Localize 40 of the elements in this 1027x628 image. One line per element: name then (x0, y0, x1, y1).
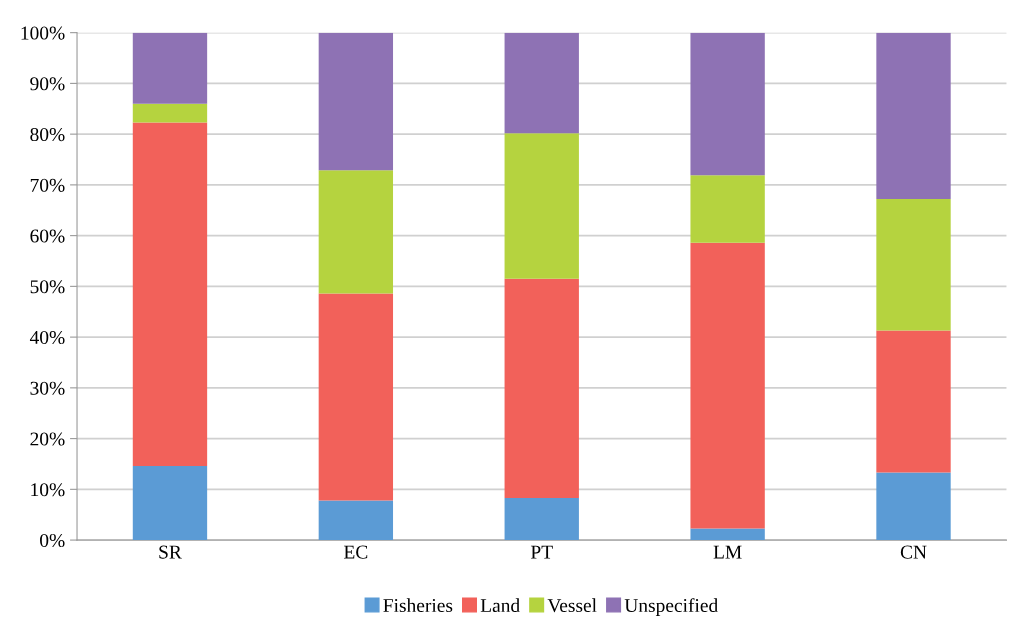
legend-label: Land (480, 598, 520, 613)
y-tick-label: 20% (30, 432, 65, 446)
y-tick-label: 60% (30, 229, 65, 243)
bar (504, 32, 579, 134)
bar (318, 32, 394, 171)
y-tick-label: 90% (30, 77, 65, 91)
bar (690, 528, 765, 541)
x-tick-label: LM (713, 545, 742, 559)
bar (318, 500, 394, 541)
x-tick-label: PT (530, 545, 553, 559)
y-tick-label: 50% (30, 280, 65, 294)
legend-label: Vessel (547, 598, 597, 613)
bar (132, 32, 208, 104)
bar (690, 175, 765, 243)
y-tick-label: 10% (31, 483, 65, 497)
bar (318, 170, 394, 294)
legend-label: Unspecified (624, 598, 718, 617)
y-tick-label: 80% (30, 127, 65, 142)
bar (132, 122, 208, 466)
y-tick-label: 70% (30, 178, 65, 192)
bar (504, 278, 579, 498)
bar (132, 466, 208, 541)
x-tick-label: CN (900, 545, 927, 559)
y-tick-label: 30% (30, 381, 65, 395)
bar (504, 497, 579, 541)
y-tick-label: 0% (40, 533, 65, 548)
bar (318, 293, 394, 501)
bar (504, 133, 579, 279)
bar (132, 103, 208, 123)
x-tick-label: SR (159, 545, 182, 559)
bar (876, 330, 951, 473)
bar (690, 32, 765, 176)
legend-label: Fisheries (383, 598, 453, 613)
x-tick-label: EC (343, 545, 368, 559)
y-tick-label: 40% (29, 330, 65, 345)
bar (876, 32, 951, 200)
bar (876, 199, 951, 331)
bar (876, 472, 951, 541)
y-tick-label: 100% (21, 26, 65, 40)
bar (690, 242, 765, 529)
